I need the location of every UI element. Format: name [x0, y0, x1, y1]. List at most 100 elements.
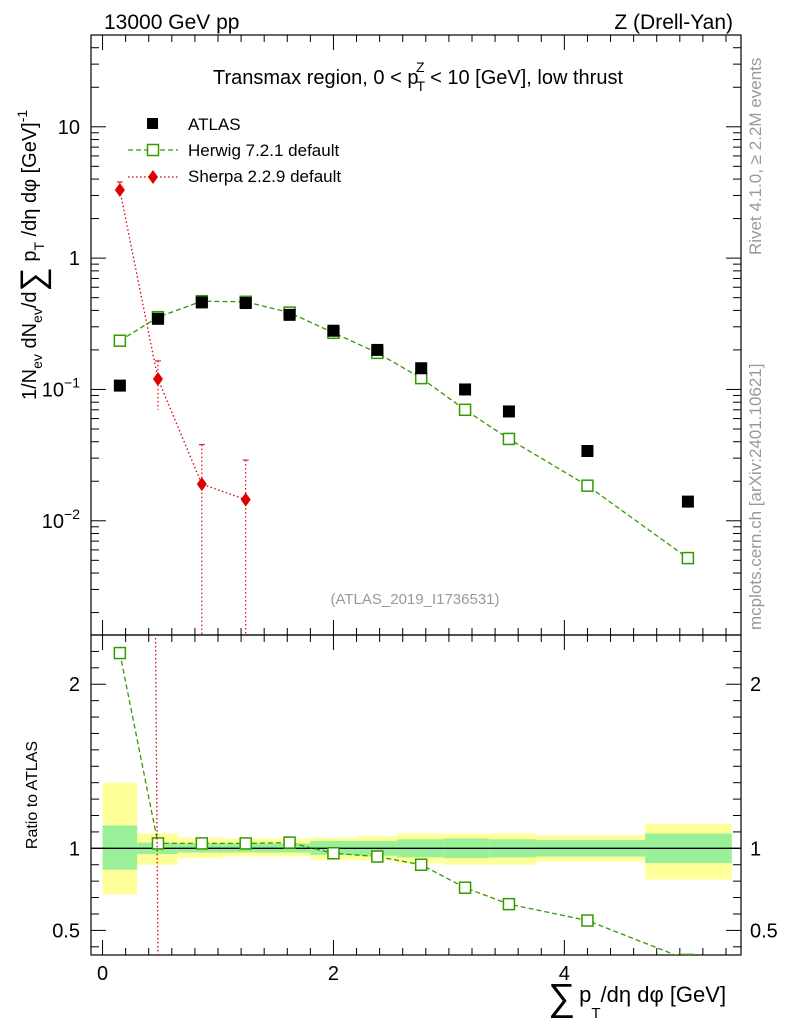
band-inner: [102, 825, 138, 870]
herwig-ratio-point: [239, 837, 252, 850]
y-tick-exponent: −1: [64, 374, 80, 390]
y-tick-exponent: −2: [64, 506, 80, 522]
y-label-sub: T: [31, 242, 47, 251]
sherpa-line: [119, 189, 246, 501]
x-label-sub: T: [591, 1005, 600, 1022]
y-label-sup: -1: [14, 110, 30, 123]
herwig-point: [502, 432, 516, 446]
legend-marker-sherpa: [148, 170, 158, 184]
y-label-a: 1/N: [19, 369, 41, 400]
herwig-point: [581, 479, 594, 492]
ratio-tick-label-left: 1: [69, 838, 80, 860]
ratio-y-axis: 0.5 0.5 1 1 2 2: [52, 650, 778, 948]
herwig-ratio-point: [458, 881, 472, 894]
chart-title-sub: T: [416, 78, 425, 94]
y-tick-label: 10−1: [42, 374, 80, 401]
atlas-point: [502, 405, 515, 418]
atlas-point: [371, 343, 384, 356]
y-label-b: dN: [19, 323, 41, 354]
y-tick-label: 10−2: [42, 506, 80, 533]
herwig-ratio-point: [195, 837, 209, 850]
herwig-ratio-point: [113, 646, 127, 660]
legend-marker-herwig: [146, 143, 160, 157]
sherpa-point: [240, 492, 251, 507]
herwig-point: [414, 371, 428, 385]
ratio-uncertainty-bands: [91, 782, 741, 895]
x-tick-label: 2: [328, 963, 339, 985]
atlas-point: [459, 383, 472, 396]
herwig-point: [681, 551, 695, 565]
y-tick-base: 1: [69, 248, 80, 270]
atlas-point: [195, 296, 208, 309]
herwig-ratio-point: [151, 837, 165, 850]
herwig-series: [113, 294, 695, 565]
herwig-ratio-line: [119, 652, 678, 955]
y-tick-base: 10: [42, 511, 64, 533]
sherpa-point: [114, 183, 125, 198]
x-axis-label: ∑ pT/dη dφ [GeV]: [548, 977, 726, 1022]
y-axis-label: 1/Nev dNev/d∑ pT /dη dφ [GeV]-1: [14, 110, 52, 400]
ratio-series: [113, 635, 695, 955]
header-right-label: Z (Drell-Yan): [614, 11, 733, 34]
x-label-sigma: ∑: [548, 977, 575, 1019]
atlas-point: [581, 444, 594, 457]
x-label-rest: /dη dφ [GeV]: [601, 982, 727, 1007]
sherpa-series: [114, 181, 251, 635]
legend-label-sherpa: Sherpa 2.2.9 default: [188, 167, 341, 186]
atlas-point: [239, 297, 252, 310]
mcplots-label: mcplots.cern.ch [arXiv:2401.10621]: [746, 364, 765, 630]
ratio-tick-label-right: 1: [750, 838, 761, 860]
ratio-tick-label-left: 0.5: [52, 920, 80, 942]
herwig-ratio-point: [371, 850, 384, 863]
atlas-point: [151, 312, 164, 325]
chart-title-sup: Z: [416, 59, 425, 75]
y-label-d: /dη dφ [GeV]: [19, 122, 41, 242]
ratio-tick-label-left: 2: [69, 674, 80, 696]
ratio-y-label: Ratio to ATLAS: [24, 741, 41, 849]
atlas-point: [283, 308, 296, 321]
sherpa-point: [196, 477, 207, 492]
legend-label-atlas: ATLAS: [188, 115, 241, 134]
herwig-ratio-point: [581, 914, 594, 927]
y-label-c: /d: [19, 291, 41, 308]
ratio-tick-label-right: 0.5: [750, 920, 778, 942]
legend: ATLAS Herwig 7.2.1 default Sherpa 2.2.9 …: [128, 115, 341, 186]
herwig-ratio-point: [681, 953, 695, 955]
chart-title-part-a: Transmax region, 0 < p: [213, 67, 418, 89]
herwig-ratio-point: [502, 897, 516, 911]
rivet-label: Rivet 4.1.0, ≥ 2.2M events: [746, 58, 765, 255]
legend-marker-atlas: [147, 118, 158, 129]
y-tick-label: 10: [58, 117, 80, 139]
herwig-ratio-point: [283, 836, 296, 849]
herwig-point: [113, 334, 127, 347]
analysis-id: (ATLAS_2019_I1736531): [330, 591, 499, 608]
y-tick-base: 10: [58, 117, 80, 139]
sherpa-point: [152, 372, 163, 387]
x-axis: 0 2 4: [97, 35, 727, 985]
atlas-point: [113, 379, 126, 392]
y-tick-base: 10: [42, 379, 64, 401]
chart-title-part-b: < 10 [GeV], low thrust: [425, 67, 624, 89]
y-label-ev2: ev: [29, 308, 45, 323]
atlas-point: [327, 324, 340, 337]
y-tick-label: 1: [69, 248, 80, 270]
herwig-line: [119, 300, 689, 559]
y-label-ev1: ev: [29, 354, 45, 369]
chart-title: Transmax region, 0 < pTZ < 10 [GeV], low…: [213, 59, 623, 94]
y-label-sigma: ∑: [14, 267, 52, 291]
x-label-p: p: [579, 982, 591, 1007]
herwig-ratio-point: [327, 847, 340, 860]
header-left-label: 13000 GeV pp: [104, 11, 239, 34]
atlas-series: [113, 296, 694, 508]
atlas-point: [415, 362, 428, 375]
herwig-ratio-point: [414, 858, 428, 871]
ratio-tick-label-right: 2: [750, 674, 761, 696]
x-tick-label: 4: [559, 963, 570, 985]
x-tick-label: 0: [97, 963, 108, 985]
legend-label-herwig: Herwig 7.2.1 default: [188, 141, 339, 160]
atlas-point: [681, 495, 694, 508]
ratio-plot-frame: [90, 634, 742, 956]
y-label-p: p: [19, 251, 41, 268]
